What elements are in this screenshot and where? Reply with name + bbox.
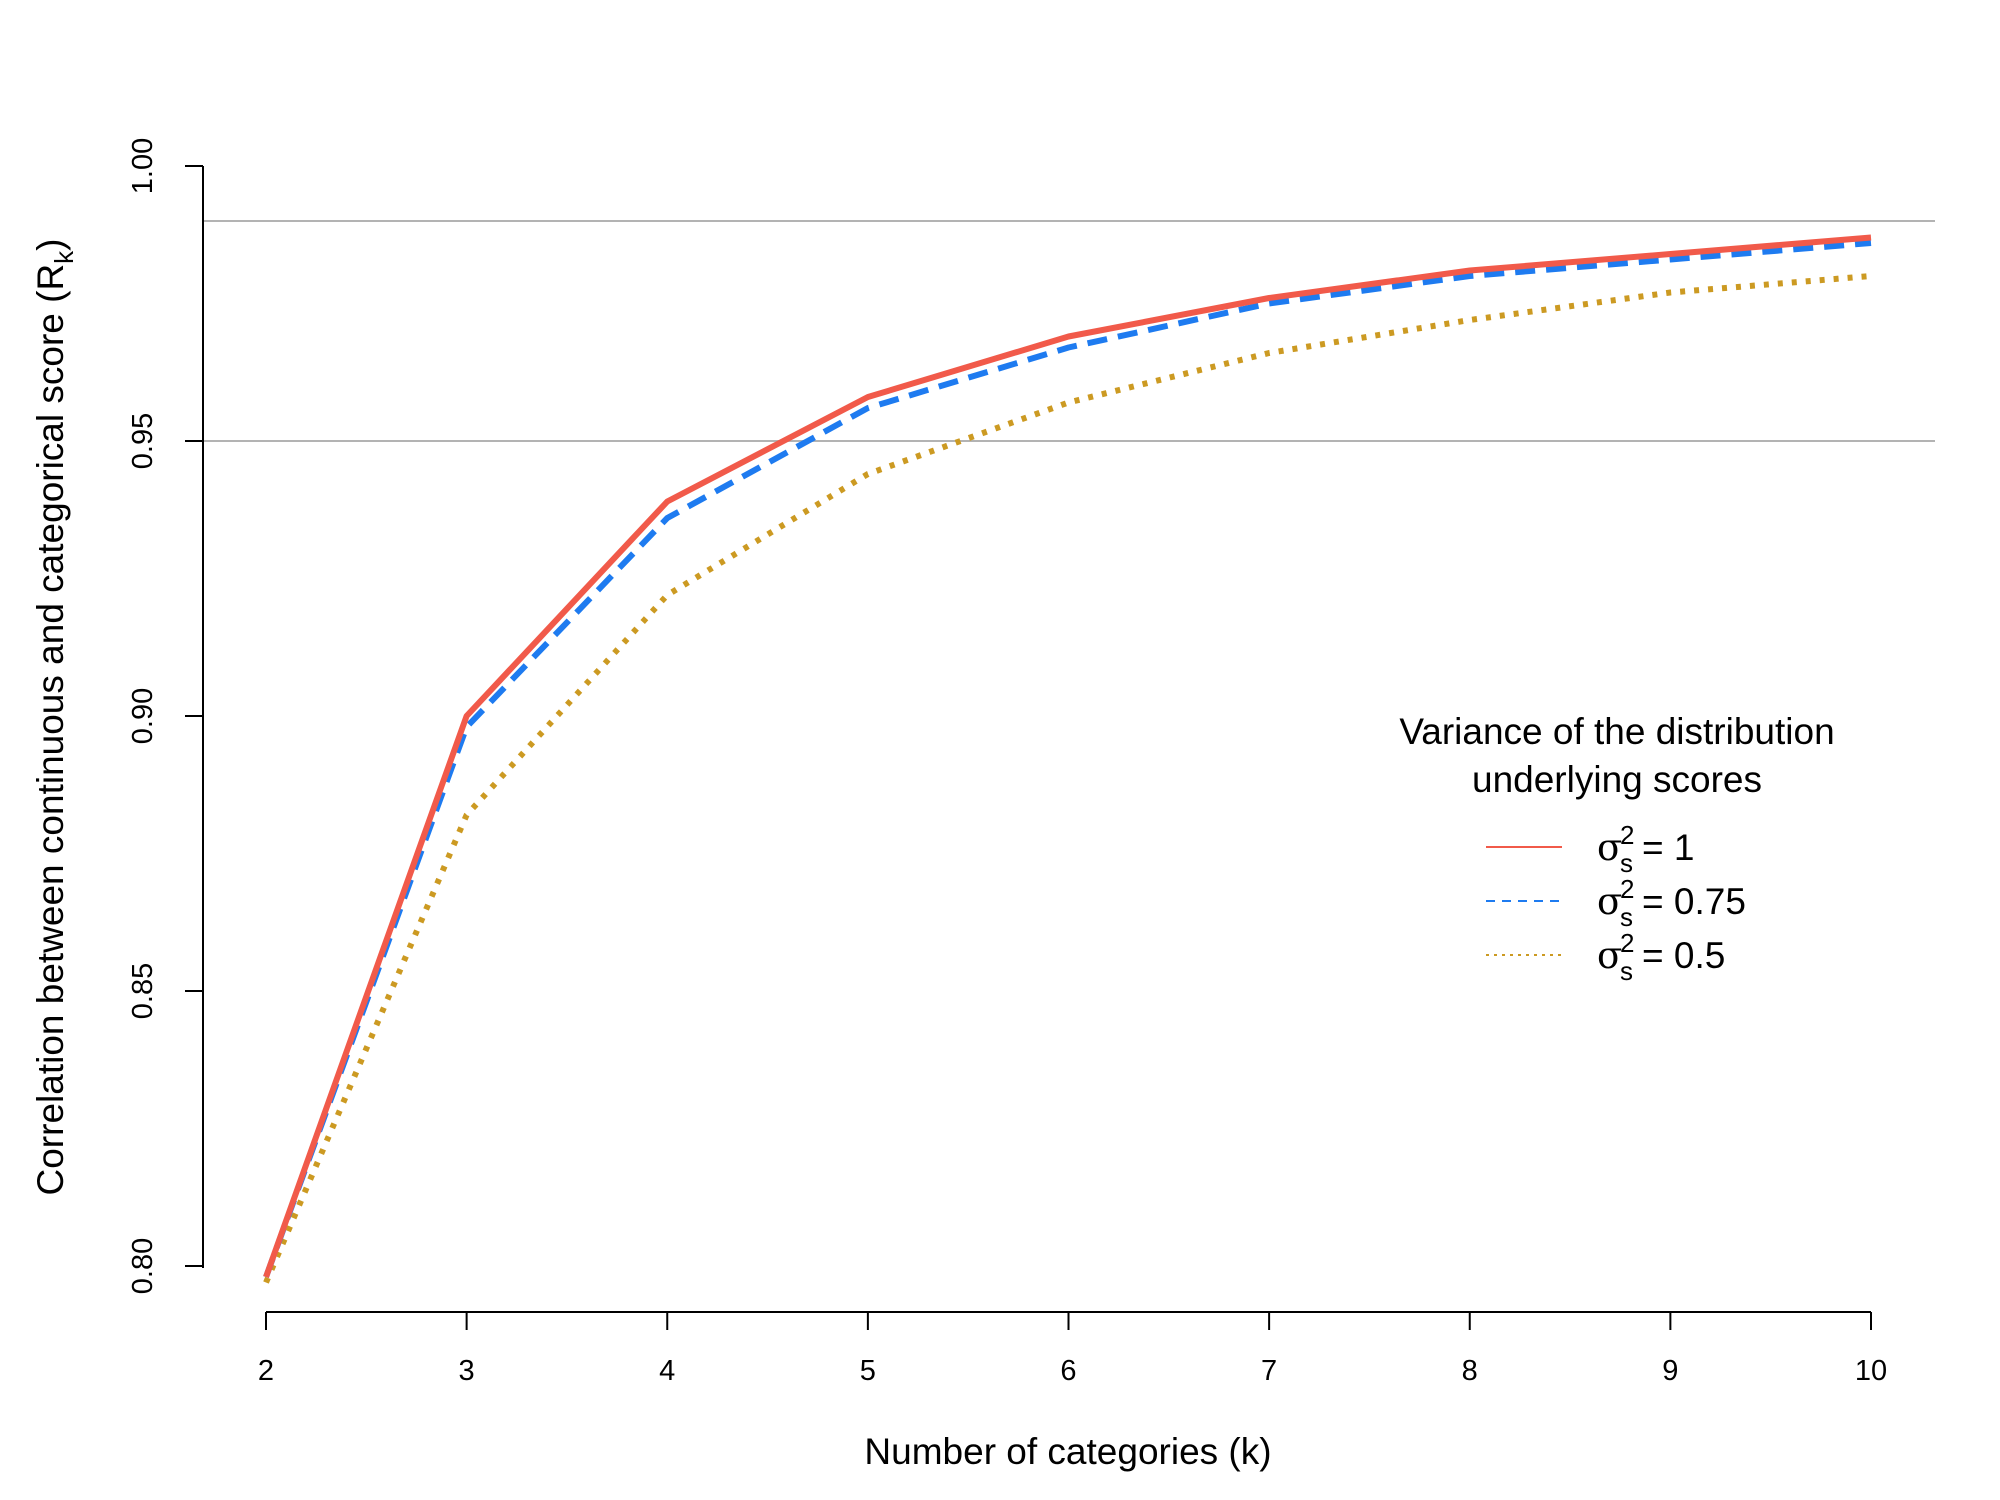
y-axis-title-main: Correlation between continuous and categ…	[30, 264, 71, 1196]
legend-title-line1: Variance of the distribution	[1399, 711, 1834, 752]
legend-sigma: σ	[1597, 826, 1622, 869]
legend-label: = 1	[1642, 827, 1694, 868]
x-tick-label: 3	[459, 1355, 475, 1387]
legend-entry: σ2s = 0.75	[1486, 874, 1746, 932]
x-tick-label: 4	[659, 1355, 675, 1387]
y-tick-label: 0.80	[127, 1238, 159, 1294]
series-line-solid	[263, 234, 1872, 1279]
y-axis-title-close: )	[30, 238, 71, 250]
y-tick-label: 1.00	[127, 138, 159, 194]
legend-superscript: 2	[1620, 820, 1634, 850]
series-line-dashed	[263, 240, 1872, 1279]
x-tick-label: 5	[860, 1355, 876, 1387]
x-tick-label: 7	[1261, 1355, 1277, 1387]
y-tick-label: 0.90	[127, 688, 159, 744]
legend-entry: σ2s = 0.5	[1486, 928, 1725, 986]
y-tick-label: 0.95	[127, 413, 159, 469]
y-axis-title-subscript: k	[49, 250, 79, 264]
x-tick-label: 9	[1662, 1355, 1678, 1387]
y-axis-title: Correlation between continuous and categ…	[30, 238, 79, 1195]
legend-subscript: s	[1620, 848, 1633, 878]
x-tick-label: 10	[1855, 1355, 1887, 1387]
x-tick-label: 8	[1462, 1355, 1478, 1387]
legend-subscript: s	[1620, 956, 1633, 986]
legend-entry: σ2s = 1	[1486, 820, 1694, 878]
legend-subscript: s	[1620, 902, 1633, 932]
legend-sigma: σ	[1597, 880, 1622, 923]
legend-sigma: σ	[1597, 934, 1622, 977]
x-axis-title: Number of categories (k)	[864, 1431, 1271, 1472]
legend: Variance of the distribution underlying …	[1399, 711, 1834, 986]
legend-superscript: 2	[1620, 874, 1634, 904]
legend-label: = 0.5	[1642, 935, 1725, 976]
x-tick-label: 2	[258, 1355, 274, 1387]
legend-label: = 0.75	[1642, 881, 1746, 922]
legend-superscript: 2	[1620, 928, 1634, 958]
x-tick-label: 6	[1060, 1355, 1076, 1387]
series-lines	[263, 234, 1872, 1284]
legend-title-line2: underlying scores	[1472, 759, 1762, 800]
svg-text:Correlation between continuous: Correlation between continuous and categ…	[30, 238, 79, 1195]
y-tick-label: 0.85	[127, 963, 159, 1019]
ticks: 0.80 0.85 0.90 0.95 1.00 2 3 4 5 6 7 8 9 10	[127, 138, 1887, 1387]
reference-lines	[203, 220, 1935, 442]
